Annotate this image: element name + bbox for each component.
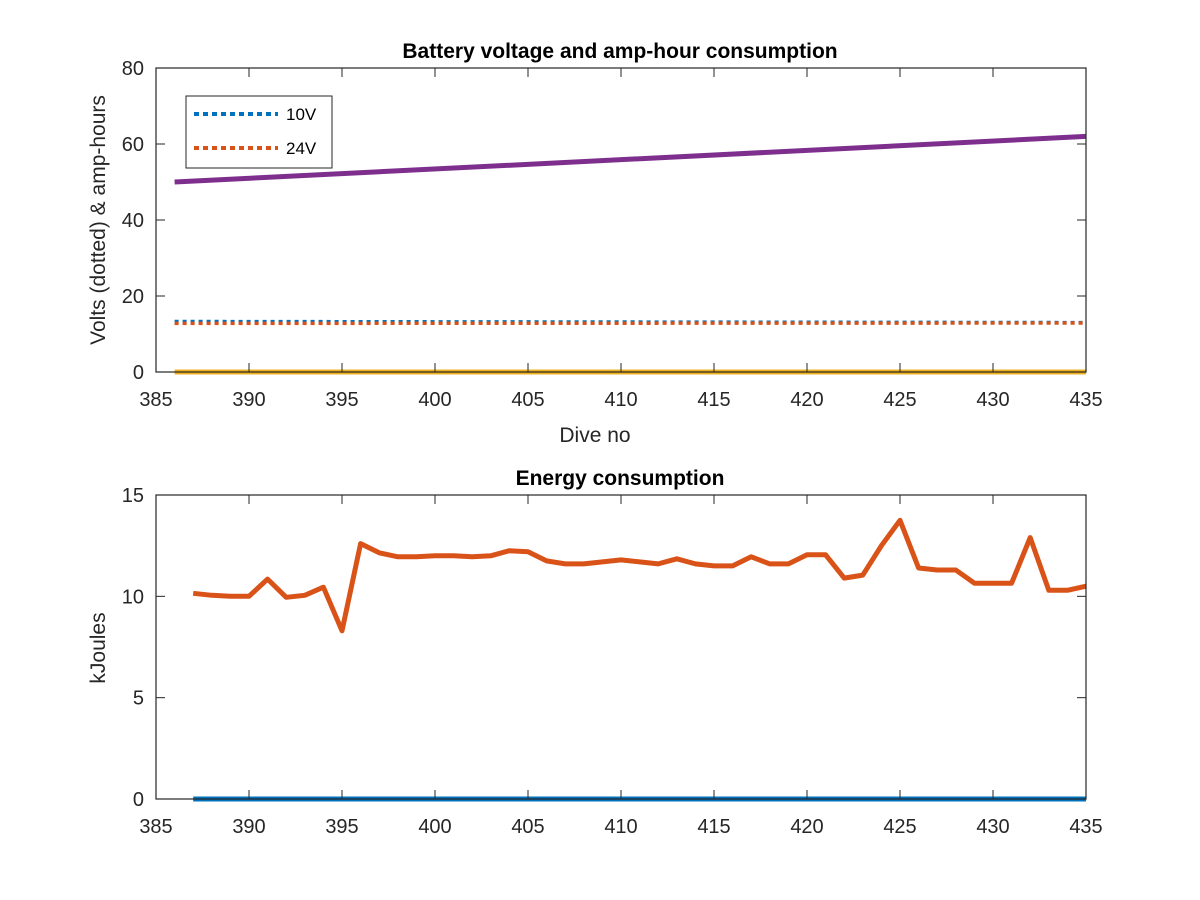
battery-xtick-label: 385 bbox=[139, 389, 172, 411]
battery-chart-xlabel: Dive no bbox=[559, 424, 630, 447]
energy-chart-title: Energy consumption bbox=[516, 467, 725, 490]
battery-series-3-line bbox=[174, 133, 1087, 185]
energy-series-1-line bbox=[192, 517, 1087, 634]
battery-xtick-label: 395 bbox=[325, 389, 358, 411]
energy-xtick-label: 435 bbox=[1069, 816, 1102, 838]
battery-voltage-subplot: Battery voltage and amp-hour consumption… bbox=[87, 40, 1103, 447]
energy-xtick-label: 430 bbox=[976, 816, 1009, 838]
battery-xtick-label: 410 bbox=[604, 389, 637, 411]
energy-axes-box bbox=[155, 494, 1087, 800]
battery-xtick-label: 420 bbox=[790, 389, 823, 411]
energy-xtick-label: 390 bbox=[232, 816, 265, 838]
battery-legend-box bbox=[185, 95, 333, 169]
energy-xtick-label: 405 bbox=[511, 816, 544, 838]
energy-xtick-label: 385 bbox=[139, 816, 172, 838]
energy-ytick-label: 5 bbox=[133, 688, 144, 710]
energy-xtick-label: 400 bbox=[418, 816, 451, 838]
battery-xtick-label: 405 bbox=[511, 389, 544, 411]
battery-legend-label: 10V bbox=[286, 105, 317, 124]
energy-consumption-subplot: Energy consumption kJoules 385 390 395 400 4… bbox=[87, 467, 1103, 838]
battery-ytick-label: 60 bbox=[122, 134, 144, 156]
energy-ytick-label: 10 bbox=[122, 586, 144, 608]
energy-xtick-label: 395 bbox=[325, 816, 358, 838]
battery-ytick-label: 40 bbox=[122, 210, 144, 232]
battery-xtick-label: 430 bbox=[976, 389, 1009, 411]
energy-chart-ylabel: kJoules bbox=[87, 612, 110, 683]
energy-xtick-label: 410 bbox=[604, 816, 637, 838]
battery-xtick-label: 390 bbox=[232, 389, 265, 411]
battery-legend-label: 24V bbox=[286, 139, 317, 158]
energy-xtick-label: 420 bbox=[790, 816, 823, 838]
battery-ytick-label: 80 bbox=[122, 58, 144, 80]
battery-xtick-label: 435 bbox=[1069, 389, 1102, 411]
energy-ytick-label: 15 bbox=[122, 485, 144, 507]
battery-xtick-label: 400 bbox=[418, 389, 451, 411]
energy-xtick-label: 415 bbox=[697, 816, 730, 838]
battery-xtick-label: 415 bbox=[697, 389, 730, 411]
battery-chart-ylabel: Volts (dotted) & amp-hours bbox=[87, 95, 110, 345]
battery-xtick-label: 425 bbox=[883, 389, 916, 411]
energy-xtick-label: 425 bbox=[883, 816, 916, 838]
battery-ytick-label: 20 bbox=[122, 286, 144, 308]
battery-ytick-label: 0 bbox=[133, 362, 144, 384]
energy-ytick-label: 0 bbox=[133, 789, 144, 811]
battery-chart-title: Battery voltage and amp-hour consumption bbox=[402, 40, 837, 63]
